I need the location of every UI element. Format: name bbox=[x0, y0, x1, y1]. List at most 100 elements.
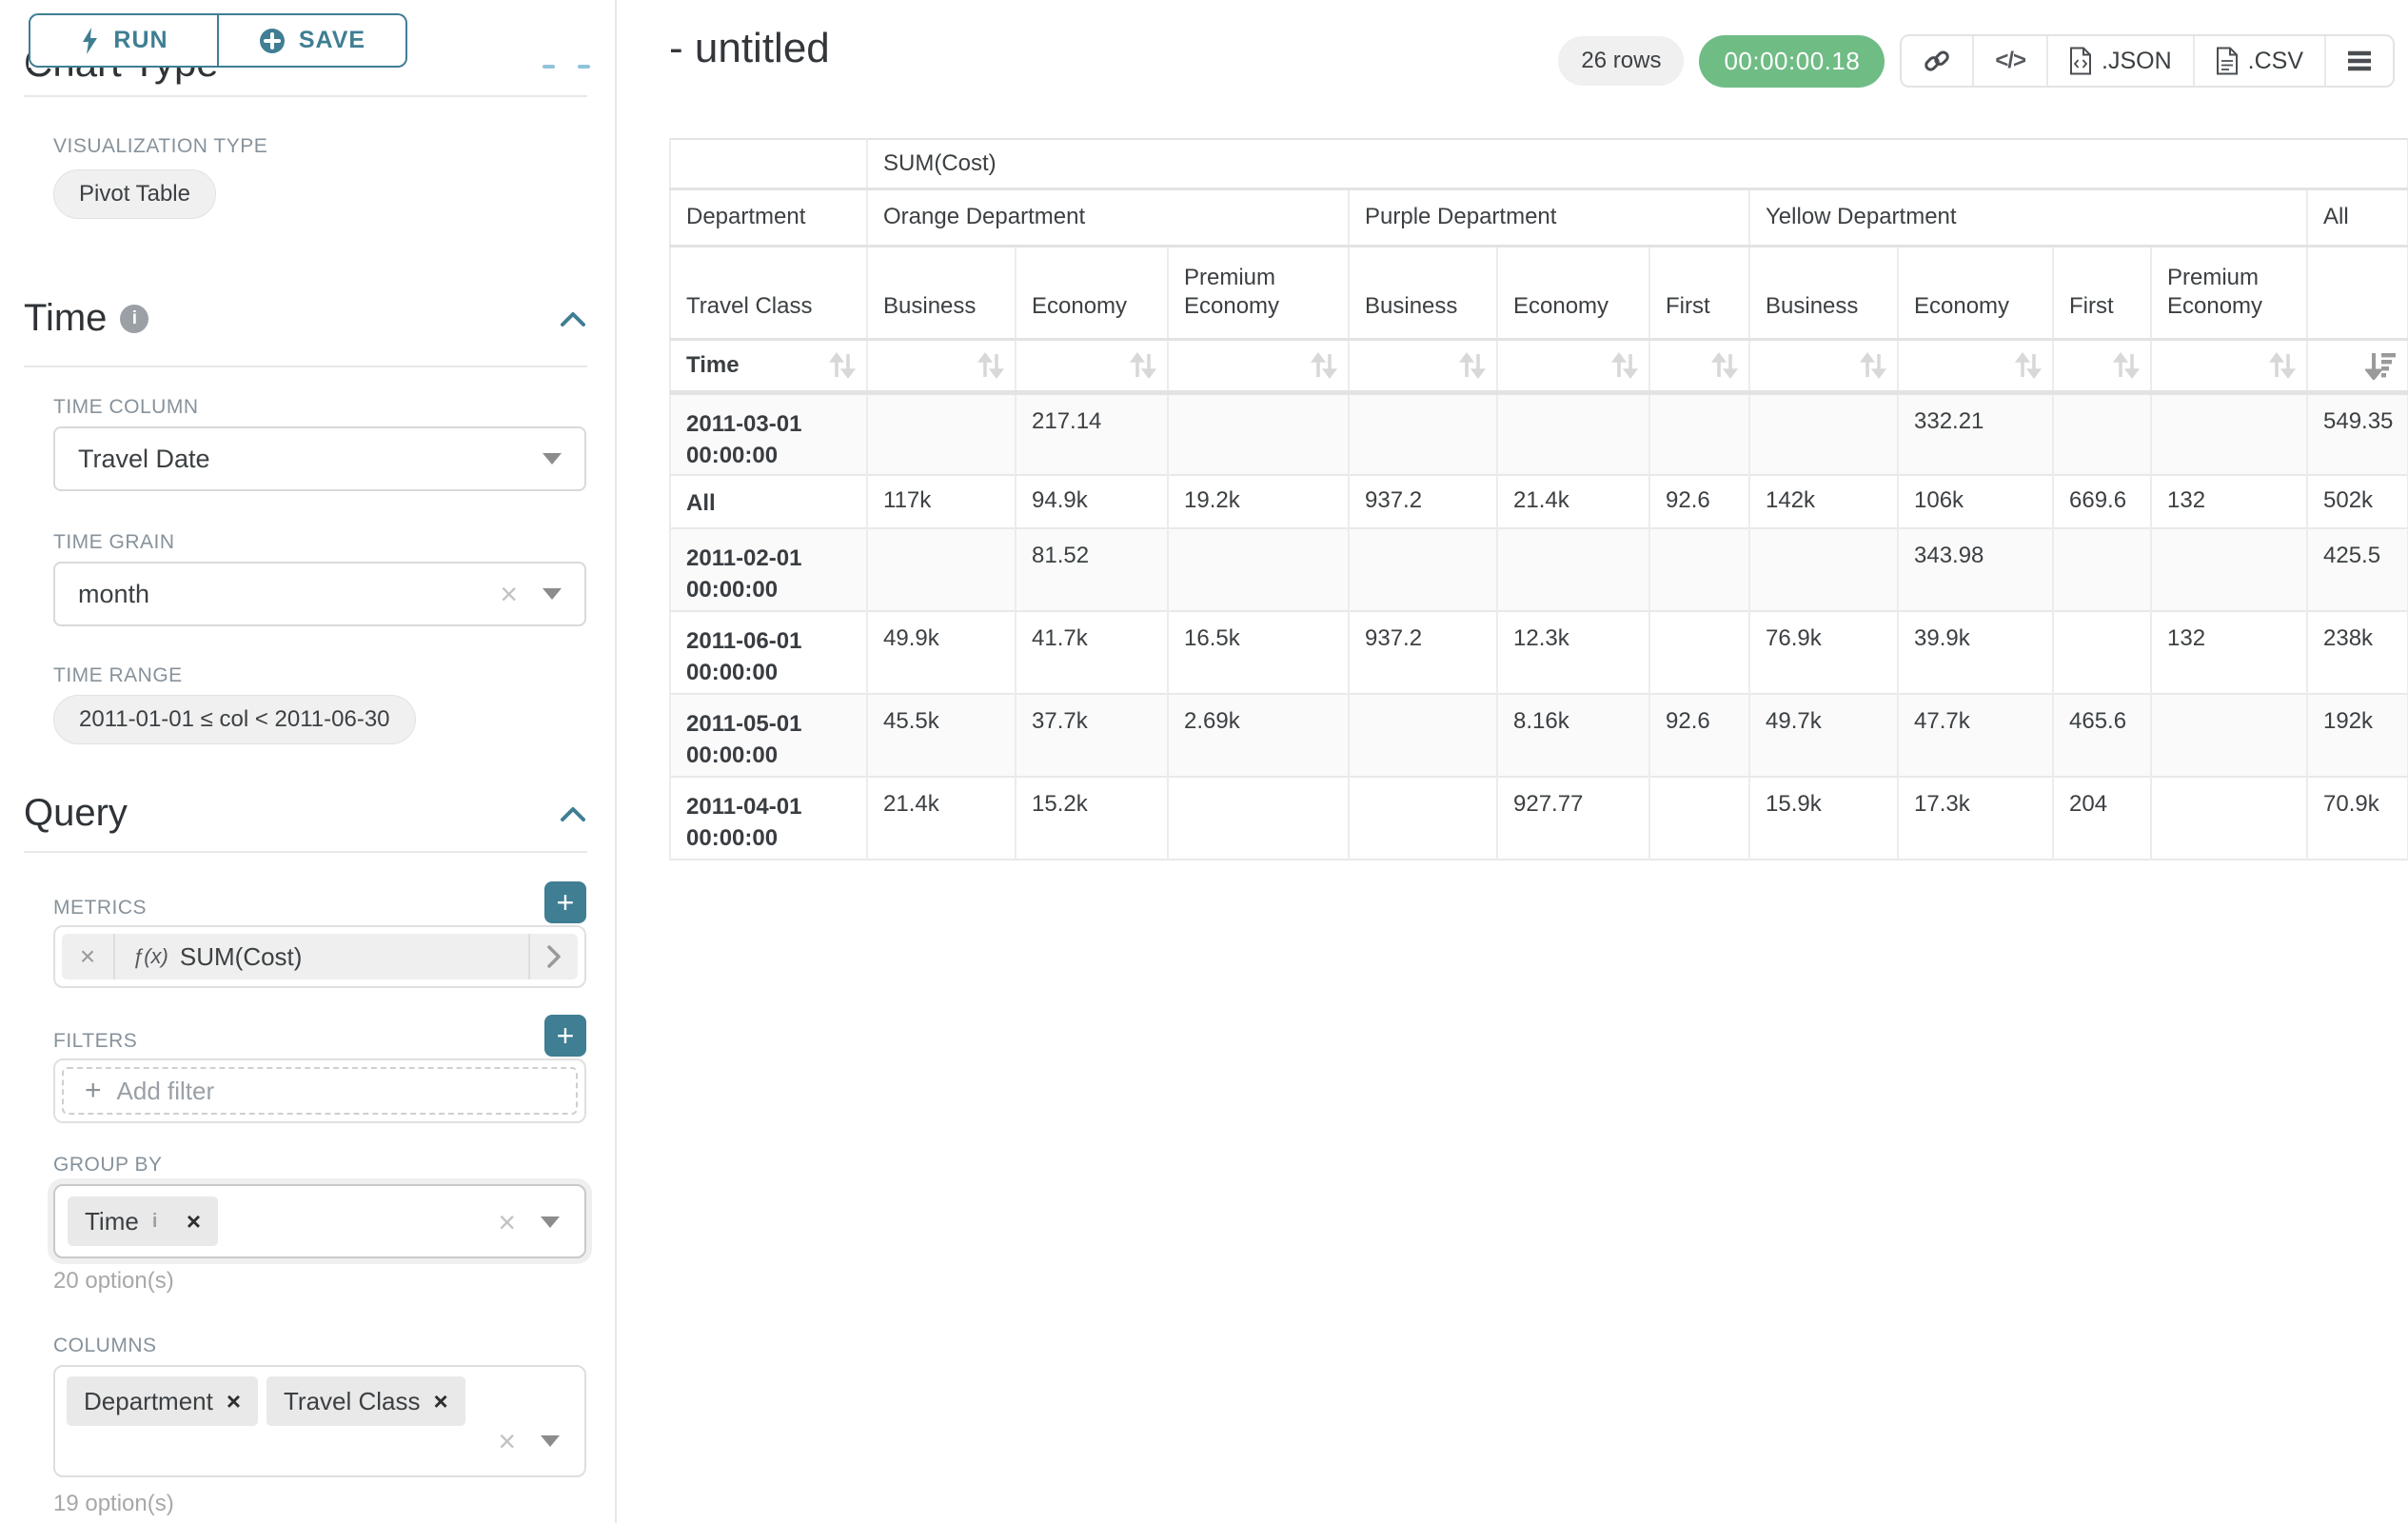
copy-link-button[interactable] bbox=[1902, 36, 1975, 86]
columns-select[interactable]: Department × Travel Class × × bbox=[53, 1365, 586, 1477]
export-csv-button[interactable]: .CSV bbox=[2194, 36, 2326, 86]
sort-header-cell[interactable] bbox=[2150, 339, 2308, 392]
sort-header-cell[interactable] bbox=[1897, 339, 2054, 392]
cell-value: 927.77 bbox=[1496, 777, 1650, 860]
sort-header-cell[interactable] bbox=[866, 339, 1016, 392]
metric-pill[interactable]: × ƒ(x) SUM(Cost) bbox=[62, 934, 578, 979]
time-column-select[interactable]: Travel Date bbox=[53, 426, 586, 491]
clear-icon[interactable]: × bbox=[500, 577, 518, 611]
metrics-label: METRICS bbox=[53, 897, 147, 919]
cell-value: 21.4k bbox=[866, 777, 1016, 860]
info-icon[interactable]: i bbox=[120, 304, 149, 333]
cell-value bbox=[1348, 392, 1498, 475]
table-row: 2011-04-01 00:00:00 21.4k 15.2k 927.77 15.9k 1… bbox=[669, 777, 2408, 860]
travel-class-header: First bbox=[1648, 246, 1750, 339]
clear-icon[interactable]: × bbox=[498, 1205, 516, 1239]
clear-icon[interactable]: × bbox=[498, 1424, 516, 1458]
sort-header-cell[interactable] bbox=[1496, 339, 1650, 392]
sort-header-cell[interactable] bbox=[2052, 339, 2152, 392]
view-query-button[interactable]: </> bbox=[1974, 36, 2049, 86]
menu-button[interactable] bbox=[2326, 36, 2393, 86]
sort-icon[interactable] bbox=[2268, 351, 2297, 379]
panel-resize-handle[interactable] bbox=[543, 65, 590, 69]
group-by-select[interactable]: Time i × × bbox=[53, 1184, 586, 1258]
time-range-pill[interactable]: 2011-01-01 ≤ col < 2011-06-30 bbox=[53, 695, 416, 744]
cell-value bbox=[2150, 528, 2308, 611]
metric-header: SUM(Cost) bbox=[865, 139, 2408, 188]
viz-type-pill[interactable]: Pivot Table bbox=[53, 169, 216, 219]
cell-value: 669.6 bbox=[2052, 475, 2152, 528]
file-lines-icon bbox=[2216, 47, 2239, 75]
run-button-label: RUN bbox=[113, 27, 168, 53]
cell-value bbox=[2052, 611, 2152, 694]
chevron-down-icon[interactable] bbox=[541, 1216, 560, 1228]
chevron-down-icon[interactable] bbox=[541, 1435, 560, 1447]
time-grain-label: TIME GRAIN bbox=[53, 531, 175, 553]
department-group-header: Orange Department bbox=[866, 188, 1350, 246]
remove-tag-icon[interactable]: × bbox=[186, 1206, 201, 1236]
sort-icon[interactable] bbox=[828, 351, 857, 379]
cell-value bbox=[1648, 392, 1750, 475]
cell-value: 132 bbox=[2150, 611, 2308, 694]
columns-tag[interactable]: Department × bbox=[67, 1376, 259, 1426]
cell-value bbox=[1167, 528, 1350, 611]
sort-icon[interactable] bbox=[2014, 351, 2043, 379]
sort-icon[interactable] bbox=[1129, 351, 1157, 379]
sort-header-cell[interactable] bbox=[1348, 339, 1498, 392]
save-button[interactable]: SAVE bbox=[218, 13, 407, 68]
chevron-right-icon[interactable] bbox=[528, 934, 578, 979]
cell-value: 132 bbox=[2150, 475, 2308, 528]
sort-descending-icon[interactable] bbox=[2365, 351, 2398, 380]
cell-value bbox=[1648, 528, 1750, 611]
cell-value: 425.5 bbox=[2305, 528, 2408, 611]
cell-value bbox=[1167, 392, 1350, 475]
time-grain-select[interactable]: month × bbox=[53, 562, 586, 626]
time-section-header[interactable]: Time i bbox=[24, 297, 587, 340]
export-json-button[interactable]: .JSON bbox=[2048, 36, 2195, 86]
columns-tag[interactable]: Travel Class × bbox=[266, 1376, 465, 1426]
add-filter-plus-button[interactable]: + bbox=[544, 1015, 586, 1057]
query-section-title: Query bbox=[24, 792, 128, 834]
travel-class-header: Economy bbox=[1015, 246, 1169, 339]
cell-value bbox=[1167, 777, 1350, 860]
remove-metric-icon[interactable]: × bbox=[62, 934, 115, 979]
info-icon[interactable]: i bbox=[151, 1211, 158, 1232]
pivot-table: SUM(Cost) Department Orange Department Pu… bbox=[669, 138, 2408, 860]
cell-value bbox=[1348, 777, 1498, 860]
sort-header-cell[interactable] bbox=[2305, 339, 2408, 392]
sort-icon[interactable] bbox=[1610, 351, 1639, 379]
cell-value: 49.7k bbox=[1748, 694, 1899, 777]
select-controls: × bbox=[498, 1426, 560, 1456]
cell-value: 12.3k bbox=[1496, 611, 1650, 694]
add-filter-button[interactable]: + Add filter bbox=[62, 1067, 578, 1115]
plus-circle-icon bbox=[259, 28, 286, 54]
sort-icon[interactable] bbox=[1458, 351, 1487, 379]
chevron-up-icon[interactable] bbox=[559, 804, 587, 823]
travel-class-header: Business bbox=[1348, 246, 1498, 339]
remove-tag-icon[interactable]: × bbox=[226, 1386, 242, 1415]
sort-icon[interactable] bbox=[1310, 351, 1338, 379]
sort-header-cell[interactable] bbox=[1648, 339, 1750, 392]
row-label: 2011-05-01 00:00:00 bbox=[669, 694, 868, 777]
add-metric-button[interactable]: + bbox=[544, 881, 586, 923]
time-axis-label-text: Time bbox=[686, 351, 740, 378]
group-by-tag[interactable]: Time i × bbox=[68, 1197, 218, 1246]
lightning-icon bbox=[79, 27, 100, 55]
sort-header-cell[interactable] bbox=[1015, 339, 1169, 392]
sort-header-cell[interactable] bbox=[1748, 339, 1899, 392]
cell-value: 45.5k bbox=[866, 694, 1016, 777]
sort-icon[interactable] bbox=[1710, 351, 1739, 379]
sort-icon[interactable] bbox=[2112, 351, 2141, 379]
filters-box: + Add filter bbox=[53, 1058, 586, 1123]
cell-value bbox=[2052, 528, 2152, 611]
time-axis-label[interactable]: Time bbox=[669, 339, 868, 392]
sort-icon[interactable] bbox=[1859, 351, 1887, 379]
row-count-badge: 26 rows bbox=[1558, 36, 1685, 86]
run-button[interactable]: RUN bbox=[29, 13, 218, 68]
sort-header-cell[interactable] bbox=[1167, 339, 1350, 392]
remove-tag-icon[interactable]: × bbox=[433, 1386, 448, 1415]
department-header-row: Department Orange Department Purple Depar… bbox=[669, 188, 2408, 246]
sort-icon[interactable] bbox=[977, 351, 1005, 379]
chevron-up-icon[interactable] bbox=[559, 309, 587, 328]
query-section-header[interactable]: Query bbox=[24, 792, 587, 835]
